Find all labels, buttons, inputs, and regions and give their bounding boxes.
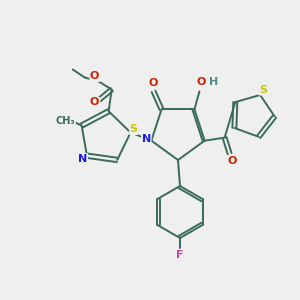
Text: S: S <box>130 124 138 134</box>
Text: N: N <box>142 134 151 144</box>
Text: O: O <box>228 156 237 166</box>
Text: H: H <box>209 77 218 87</box>
Text: O: O <box>197 77 206 87</box>
Text: N: N <box>78 154 88 164</box>
Text: O: O <box>90 71 99 82</box>
Text: CH₃: CH₃ <box>56 116 76 126</box>
Text: S: S <box>259 85 267 95</box>
Text: O: O <box>149 78 158 88</box>
Text: F: F <box>176 250 184 260</box>
Text: O: O <box>90 98 99 107</box>
